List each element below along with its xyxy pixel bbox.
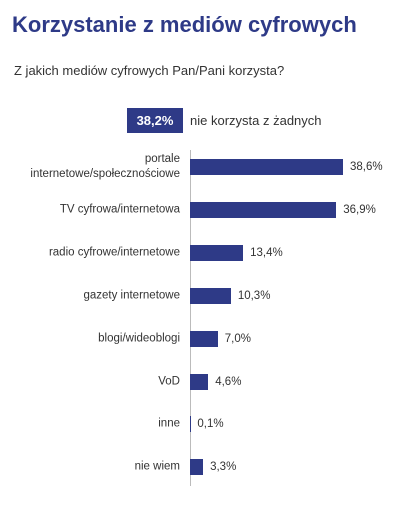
category-label: gazety internetowe bbox=[83, 289, 180, 302]
value-label: 0,1% bbox=[197, 418, 224, 431]
bar bbox=[190, 244, 244, 261]
value-label: 36,9% bbox=[343, 203, 376, 216]
category-label: nie wiem bbox=[134, 460, 180, 473]
value-label: 7,0% bbox=[224, 332, 251, 345]
value-label: 10,3% bbox=[237, 289, 271, 302]
bar bbox=[190, 330, 218, 347]
chart-title: Korzystanie z mediów cyfrowych bbox=[12, 12, 357, 37]
value-label: 4,6% bbox=[215, 375, 242, 388]
category-label: inne bbox=[158, 417, 180, 430]
bar bbox=[190, 201, 337, 218]
bar bbox=[190, 287, 231, 304]
chart-subtitle: Z jakich mediów cyfrowych Pan/Pani korzy… bbox=[14, 63, 285, 78]
bar bbox=[190, 459, 204, 476]
category-label: radio cyfrowe/internetowe bbox=[48, 246, 180, 259]
callout-text: nie korzysta z żadnych bbox=[190, 113, 322, 128]
value-label: 13,4% bbox=[250, 246, 283, 259]
bar bbox=[190, 159, 343, 175]
callout-value: 38,2% bbox=[127, 108, 183, 133]
bar bbox=[190, 373, 209, 390]
category-axis bbox=[190, 150, 191, 486]
value-label: 3,3% bbox=[210, 461, 237, 474]
category-label: TV cyfrowa/internetowa bbox=[59, 203, 180, 216]
category-label: portale internetowe/społecznościowe bbox=[30, 153, 180, 180]
category-label: VoD bbox=[158, 375, 180, 387]
category-label: blogi/wideoblogi bbox=[98, 332, 180, 345]
bar bbox=[190, 416, 191, 433]
value-label: 38,6% bbox=[350, 161, 383, 173]
